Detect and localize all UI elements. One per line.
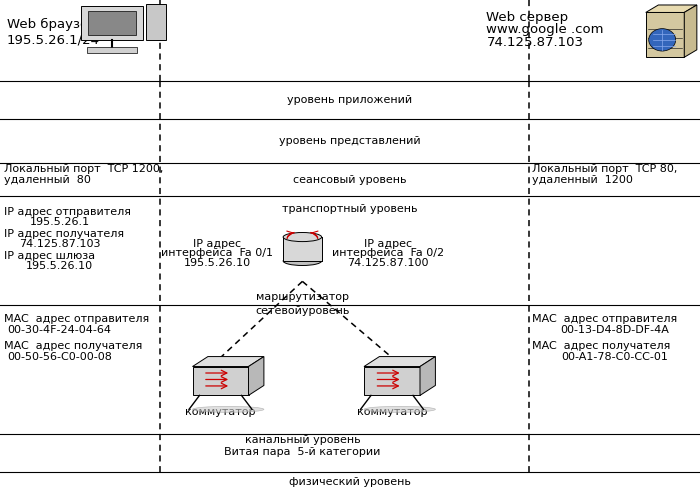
Text: 195.5.26.10: 195.5.26.10	[26, 261, 93, 271]
Text: маршрутизатор: маршрутизатор	[256, 292, 349, 302]
Polygon shape	[248, 357, 264, 395]
Bar	[645, 12, 685, 57]
Ellipse shape	[193, 406, 264, 412]
Text: интерфейса  Fa 0/2: интерфейса Fa 0/2	[332, 248, 444, 258]
Text: физический уровень: физический уровень	[289, 477, 411, 487]
Text: MAC  адрес отправителя: MAC адрес отправителя	[532, 314, 678, 324]
Ellipse shape	[283, 256, 321, 265]
Polygon shape	[420, 357, 435, 395]
Text: IP адрес шлюза: IP адрес шлюза	[4, 251, 94, 261]
Text: 195.5.26.1/24: 195.5.26.1/24	[7, 33, 100, 46]
Text: коммутатор: коммутатор	[186, 407, 256, 417]
Text: 00-30-4F-24-04-64: 00-30-4F-24-04-64	[8, 325, 111, 335]
Ellipse shape	[649, 28, 675, 51]
Polygon shape	[645, 5, 696, 12]
Text: 00-50-56-C0-00-08: 00-50-56-C0-00-08	[7, 352, 112, 362]
Text: MAC  адрес отправителя: MAC адрес отправителя	[4, 314, 148, 324]
Bar	[88, 10, 136, 35]
Bar	[193, 367, 248, 395]
Text: www.google .com: www.google .com	[486, 23, 604, 36]
Text: коммутатор: коммутатор	[357, 407, 427, 417]
Text: Локальный порт  TCP 1200,: Локальный порт TCP 1200,	[4, 164, 163, 174]
Text: канальный уровень: канальный уровень	[244, 435, 360, 445]
Text: Web браузер: Web браузер	[7, 18, 97, 31]
Text: 195.5.26.10: 195.5.26.10	[183, 258, 251, 268]
Text: удаленный  80: удаленный 80	[4, 175, 90, 185]
Text: Локальный порт  TCP 80,: Локальный порт TCP 80,	[532, 164, 678, 174]
Text: интерфейса  Fa 0/1: интерфейса Fa 0/1	[161, 248, 273, 258]
Ellipse shape	[283, 233, 321, 242]
Text: MAC  адрес получателя: MAC адрес получателя	[532, 341, 671, 351]
Polygon shape	[685, 5, 696, 57]
Text: сеансовый уровень: сеансовый уровень	[293, 175, 407, 185]
Text: 74.125.87.103: 74.125.87.103	[486, 36, 584, 49]
Bar	[364, 367, 420, 395]
Bar	[283, 237, 321, 261]
Text: 74.125.87.100: 74.125.87.100	[347, 258, 428, 268]
Text: Web сервер: Web сервер	[486, 11, 568, 24]
Ellipse shape	[364, 406, 435, 412]
Text: IP адрес: IP адрес	[364, 239, 412, 249]
Polygon shape	[364, 357, 435, 367]
Text: IP адрес: IP адрес	[193, 239, 241, 249]
Text: удаленный  1200: удаленный 1200	[532, 175, 633, 185]
Bar	[81, 6, 143, 40]
Text: Витая пара  5-й категории: Витая пара 5-й категории	[224, 447, 381, 457]
Text: IP адрес отправителя: IP адрес отправителя	[4, 207, 130, 217]
Bar	[87, 47, 137, 53]
Text: 00-A1-78-C0-CC-01: 00-A1-78-C0-CC-01	[561, 352, 668, 362]
Text: IP адрес получателя: IP адрес получателя	[4, 229, 124, 239]
Text: 195.5.26.1: 195.5.26.1	[29, 217, 90, 227]
Polygon shape	[193, 357, 264, 367]
Text: 00-13-D4-8D-DF-4A: 00-13-D4-8D-DF-4A	[560, 325, 669, 335]
Text: уровень представлений: уровень представлений	[279, 136, 421, 146]
Bar	[146, 4, 166, 40]
Text: уровень приложений: уровень приложений	[288, 95, 412, 105]
Text: 74.125.87.103: 74.125.87.103	[19, 239, 100, 249]
Text: сетевойуровень: сетевойуровень	[256, 306, 349, 316]
Text: MAC  адрес получателя: MAC адрес получателя	[4, 341, 142, 351]
Text: транспортный уровень: транспортный уровень	[282, 204, 418, 214]
